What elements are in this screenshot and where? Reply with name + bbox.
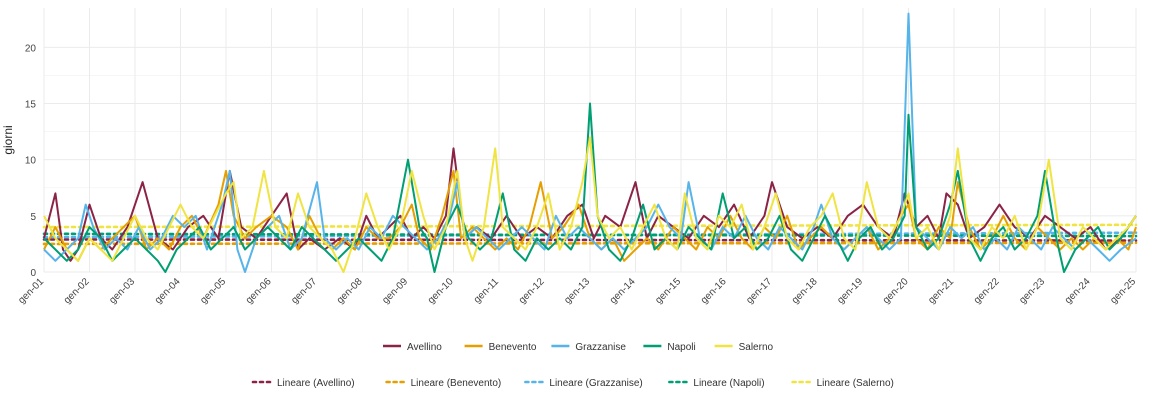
legend-label-0: Avellino (407, 342, 442, 353)
trend-legend-label-0: Lineare (Avellino) (277, 378, 355, 389)
x-tick-label-11: gen-12 (517, 276, 547, 306)
series-legend: Avellino Benevento Grazzanise Napoli Salerno (383, 342, 774, 353)
x-tick-label-24: gen-25 (1108, 276, 1138, 306)
x-tick-label-0: gen-01 (16, 276, 46, 306)
x-tick-label-16: gen-17 (744, 276, 774, 306)
trend-legend-label-1: Lineare (Benevento) (411, 378, 502, 389)
x-tick-label-2: gen-03 (107, 276, 137, 306)
x-tick-label-17: gen-18 (790, 276, 820, 306)
x-tick-label-15: gen-16 (699, 276, 729, 306)
x-axis: gen-01 gen-02 gen-03 gen-04 gen-05 gen-06 gen-… (16, 276, 1138, 306)
y-axis-label: giorni (1, 125, 15, 154)
x-tick-label-19: gen-20 (881, 276, 911, 306)
series-lines (43, 12, 1137, 273)
x-tick-label-6: gen-07 (289, 276, 319, 306)
x-tick-label-4: gen-05 (198, 276, 228, 306)
legend-label-2: Grazzanise (575, 342, 626, 353)
x-tick-label-22: gen-23 (1017, 276, 1047, 306)
trend-legend-label-2: Lineare (Grazzanise) (549, 378, 642, 389)
legend-label-4: Salerno (739, 342, 774, 353)
trend-legend-label-3: Lineare (Napoli) (693, 378, 764, 389)
x-tick-label-3: gen-04 (153, 276, 183, 306)
x-tick-label-12: gen-13 (562, 276, 592, 306)
legend-label-3: Napoli (667, 342, 695, 353)
series-line-2 (43, 12, 1137, 273)
y-tick-label-2: 10 (25, 156, 37, 167)
x-tick-label-10: gen-11 (472, 276, 502, 306)
y-tick-label-3: 15 (25, 99, 37, 110)
trend-line-0 (42, 238, 1138, 242)
x-tick-label-21: gen-22 (972, 276, 1002, 306)
x-tick-label-18: gen-19 (835, 276, 865, 306)
x-tick-label-5: gen-06 (244, 276, 274, 306)
x-tick-label-13: gen-14 (608, 276, 638, 306)
y-tick-label-0: 0 (30, 268, 36, 279)
trend-legend-label-4: Lineare (Salerno) (817, 378, 894, 389)
y-tick-label-1: 5 (30, 212, 36, 223)
trend-legend: Lineare (Avellino) Lineare (Benevento) Lin… (251, 378, 894, 389)
x-tick-label-9: gen-10 (426, 276, 456, 306)
legend-label-1: Benevento (489, 342, 537, 353)
series-line-4 (43, 136, 1137, 273)
x-tick-label-8: gen-09 (380, 276, 410, 306)
y-axis: 0 5 10 15 20 (25, 43, 37, 279)
trend-line-1 (42, 241, 1138, 246)
x-tick-label-1: gen-02 (62, 276, 92, 306)
y-tick-label-4: 20 (25, 43, 37, 54)
x-tick-label-20: gen-21 (926, 276, 956, 306)
x-tick-label-23: gen-24 (1063, 276, 1093, 306)
x-tick-label-7: gen-08 (335, 276, 365, 306)
x-tick-label-14: gen-15 (653, 276, 683, 306)
